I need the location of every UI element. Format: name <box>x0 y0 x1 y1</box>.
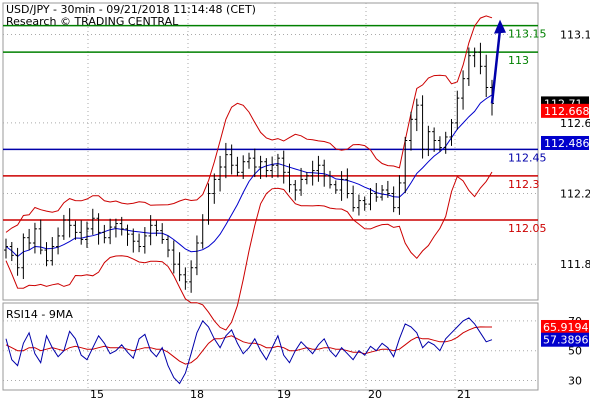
level-label: 112.3 <box>508 178 540 191</box>
rsi-tag-box <box>541 332 589 347</box>
x-tick-label: 21 <box>457 388 471 400</box>
chart-header-line2: Research © TRADING CENTRAL <box>6 15 179 28</box>
bollinger-lower <box>5 171 493 331</box>
price-tag-box <box>541 135 589 150</box>
forecast-arrow <box>490 19 506 104</box>
rsi-lines <box>5 317 493 385</box>
level-label: 112.05 <box>508 222 547 235</box>
price-panel <box>2 2 539 301</box>
rsi-ma-line <box>5 326 492 365</box>
rsi-panel <box>2 302 539 391</box>
price-tag-box <box>541 103 589 118</box>
rsi-title: RSI14 - 9MA <box>6 308 73 321</box>
candles <box>4 42 494 293</box>
y-tick-label: 112.6 <box>560 117 590 130</box>
y-tick-label: 112.2 <box>560 188 590 201</box>
rsi-tick-label: 30 <box>568 375 582 388</box>
rsi-line <box>5 317 493 385</box>
rsi-tick-label: 50 <box>568 345 582 358</box>
levels: 113.15 113 112.45 112.3 112.05 <box>3 24 547 235</box>
rsi-tag-label: 65.9194 <box>543 321 589 334</box>
x-tick-label: 20 <box>368 388 382 400</box>
x-tick-label: 19 <box>277 388 291 400</box>
level-label: 113.15 <box>508 28 547 41</box>
forecast-arrow-shaft <box>490 29 502 104</box>
x-tick-label: 15 <box>90 388 104 400</box>
price-tag-label: 112.668 <box>544 105 590 118</box>
grid <box>3 3 538 390</box>
rsi-tag-label: 57.3896 <box>543 334 589 347</box>
chart-header-line1: USD/JPY - 30min - 09/21/2018 11:14:48 (C… <box>6 3 256 16</box>
rsi-tag-box <box>541 319 589 334</box>
level-label: 112.45 <box>508 151 547 164</box>
forecast-arrow-head <box>494 19 506 34</box>
y-tick-label: 113.1 <box>560 29 590 42</box>
price-tag-label: 112.486 <box>544 137 590 150</box>
x-tick-label: 18 <box>190 388 204 400</box>
y-tick-label: 111.8 <box>560 258 590 271</box>
level-label: 113 <box>508 54 529 67</box>
